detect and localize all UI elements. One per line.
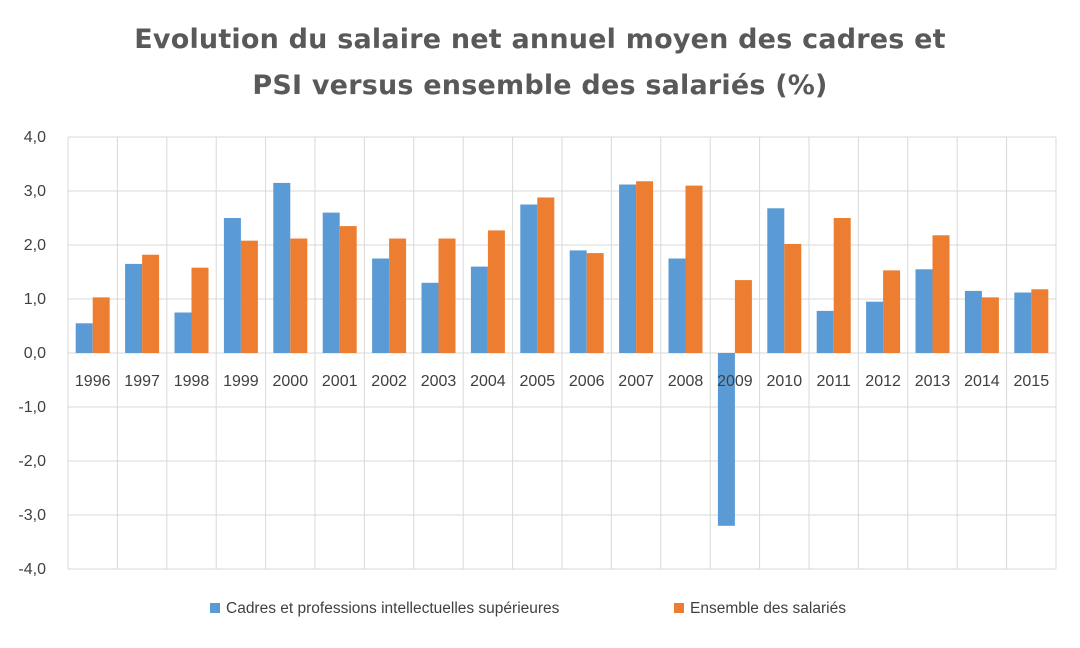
- chart-title-line-2: PSI versus ensemble des salariés (%): [252, 70, 828, 101]
- bar-ensemble-1999: [240, 240, 258, 353]
- x-tick-label: 2000: [273, 373, 309, 390]
- bar-cadres-1997: [125, 263, 143, 353]
- y-axis-ticks: 4,0 3,0 2,0 1,0 0,0 -1,0 -2,0 -3,0 -4,0: [18, 129, 46, 578]
- bar-ensemble-2012: [883, 270, 901, 353]
- x-axis-ticks: 1996 1997 1998 1999 2000 2001 2002 2003 2004 2005…: [75, 373, 1049, 390]
- bar-cadres-2012: [866, 301, 884, 353]
- bar-cadres-2002: [372, 258, 390, 353]
- x-tick-label: 1996: [75, 373, 111, 390]
- bar-ensemble-1996: [92, 297, 110, 353]
- bar-cadres-2013: [915, 269, 933, 353]
- bar-cadres-2004: [470, 266, 488, 353]
- bar-cadres-1999: [223, 218, 241, 353]
- bar-ensemble-2013: [932, 235, 950, 353]
- bar-ensemble-2000: [290, 238, 308, 353]
- x-tick-label: 2015: [1014, 373, 1050, 390]
- bar-cadres-2003: [421, 282, 439, 353]
- bar-ensemble-2010: [784, 243, 802, 353]
- bar-ensemble-2006: [586, 253, 604, 353]
- bar-ensemble-2014: [981, 297, 999, 353]
- x-tick-label: 1997: [124, 373, 160, 390]
- legend-swatch: [674, 603, 684, 613]
- x-tick-label: 2005: [520, 373, 556, 390]
- x-tick-label: 1999: [223, 373, 259, 390]
- y-tick-label: -4,0: [18, 561, 46, 578]
- y-tick-label: 3,0: [24, 183, 46, 200]
- bar-cadres-2011: [816, 310, 834, 353]
- bars-layer: [75, 181, 1049, 526]
- x-tick-label: 2007: [618, 373, 654, 390]
- x-tick-label: 2011: [816, 373, 851, 390]
- bar-cadres-2014: [964, 290, 982, 353]
- grid-layer: [67, 136, 1057, 570]
- y-tick-label: 1,0: [24, 291, 46, 308]
- bar-ensemble-2004: [487, 230, 505, 353]
- x-tick-label: 2003: [421, 373, 457, 390]
- bar-cadres-2008: [668, 258, 686, 353]
- y-tick-label: 2,0: [24, 237, 46, 254]
- y-tick-label: -3,0: [18, 507, 46, 524]
- legend-label: Cadres et professions intellectuelles su…: [226, 600, 560, 617]
- legend-label: Ensemble des salariés: [690, 600, 846, 617]
- x-tick-label: 2001: [322, 373, 358, 390]
- legend: Cadres et professions intellectuelles su…: [210, 600, 846, 617]
- bar-cadres-2015: [1014, 292, 1032, 353]
- bar-cadres-2001: [322, 212, 340, 353]
- chart-title-line-1: Evolution du salaire net annuel moyen de…: [134, 24, 946, 55]
- x-tick-label: 2002: [371, 373, 407, 390]
- x-tick-label: 2006: [569, 373, 605, 390]
- bar-ensemble-2001: [339, 226, 357, 353]
- y-tick-label: -2,0: [18, 453, 46, 470]
- bar-cadres-2006: [569, 250, 587, 353]
- x-tick-label: 2009: [717, 373, 753, 390]
- bar-ensemble-2003: [438, 238, 456, 353]
- y-tick-label: 4,0: [24, 129, 46, 146]
- bar-ensemble-2009: [734, 280, 752, 353]
- bar-ensemble-2011: [833, 218, 851, 353]
- bar-cadres-2000: [273, 182, 291, 353]
- bar-cadres-1996: [75, 323, 93, 353]
- bar-ensemble-2015: [1031, 289, 1049, 353]
- x-tick-label: 2008: [668, 373, 704, 390]
- x-tick-label: 2010: [767, 373, 803, 390]
- bar-ensemble-2008: [685, 185, 703, 353]
- x-tick-label: 2014: [964, 373, 1000, 390]
- legend-swatch: [210, 603, 220, 613]
- bar-ensemble-1997: [142, 254, 160, 353]
- x-tick-label: 1998: [174, 373, 210, 390]
- bar-ensemble-2005: [537, 197, 555, 353]
- bar-cadres-2010: [767, 208, 785, 353]
- bar-ensemble-1998: [191, 267, 209, 353]
- bar-cadres-1998: [174, 312, 192, 353]
- x-tick-label: 2013: [915, 373, 951, 390]
- bar-cadres-2007: [619, 184, 637, 353]
- y-tick-label: 0,0: [24, 345, 46, 362]
- bar-cadres-2009: [717, 353, 735, 526]
- bar-cadres-2005: [520, 204, 538, 353]
- y-tick-label: -1,0: [18, 399, 46, 416]
- bar-ensemble-2002: [389, 238, 407, 353]
- x-tick-label: 2004: [470, 373, 506, 390]
- x-tick-label: 2012: [865, 373, 901, 390]
- bar-ensemble-2007: [636, 181, 654, 353]
